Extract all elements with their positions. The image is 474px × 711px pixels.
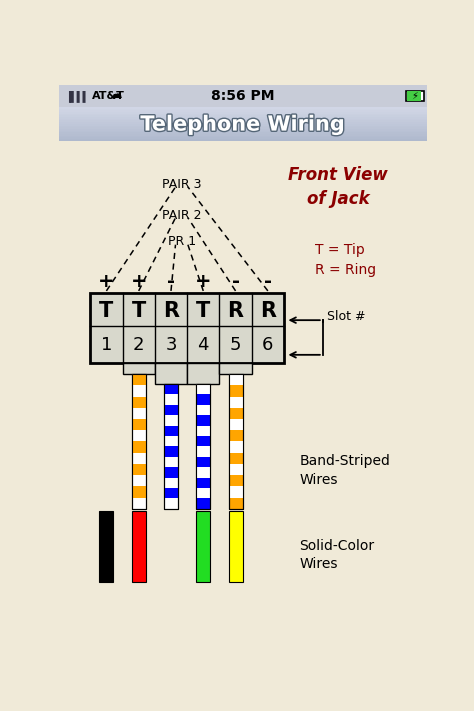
Text: R: R [228,301,244,321]
Bar [228,419,243,430]
Text: 5: 5 [230,336,241,353]
Bar [164,384,178,395]
Bar [59,136,427,138]
Bar [132,486,146,498]
Bar [196,405,210,415]
Bar [196,447,210,457]
Bar [228,397,243,407]
Bar [219,363,252,374]
Bar [164,426,178,436]
Bar [59,115,427,117]
Bar [155,363,187,384]
Bar [228,374,243,385]
Text: 4: 4 [198,336,209,353]
Bar [59,139,427,141]
Bar [59,107,427,109]
Bar [196,384,210,509]
Bar [132,397,146,407]
Bar [132,464,146,475]
Text: ⚡: ⚡ [411,91,418,101]
Text: -: - [167,272,175,292]
Text: +: + [98,272,115,292]
Bar [187,363,219,384]
Text: ▐▌▌▌: ▐▌▌▌ [65,90,89,102]
Bar [228,486,243,498]
Text: 1: 1 [100,336,112,353]
Text: -: - [232,272,239,292]
Bar [59,132,427,134]
Bar [196,488,210,498]
Bar [59,122,427,124]
Bar [59,124,427,126]
Bar [228,442,243,453]
Text: PR 1: PR 1 [168,235,196,248]
Text: Front View
of Jack: Front View of Jack [288,166,388,208]
Bar [228,374,243,509]
Bar [196,384,210,509]
Text: +: + [195,272,211,292]
Text: T: T [99,301,113,321]
Text: +: + [130,272,147,292]
Text: PAIR 3: PAIR 3 [162,178,201,191]
Bar [132,374,146,509]
Bar [59,110,427,112]
Text: R: R [260,301,276,321]
Text: T = Tip
R = Ring: T = Tip R = Ring [315,243,376,277]
Bar [59,114,427,116]
Bar [59,131,427,133]
Bar [59,141,427,633]
Text: 2: 2 [133,336,145,353]
Bar [59,127,427,129]
Bar [164,467,178,478]
Bar [132,374,146,385]
Bar [59,120,427,122]
Text: Telephone Wiring: Telephone Wiring [140,114,346,134]
Bar [132,442,146,453]
Bar [164,405,178,415]
Text: 8:56 PM: 8:56 PM [211,89,274,103]
Text: -: - [264,272,272,292]
Text: Slot #: Slot # [327,310,365,323]
Bar [228,511,243,582]
Bar [59,112,427,114]
Bar [59,126,427,127]
Bar [196,467,210,478]
Text: AT&T: AT&T [92,91,125,101]
Bar [196,384,210,395]
Text: T: T [132,301,146,321]
Bar [164,384,178,509]
Bar [59,137,427,139]
Bar [59,85,427,107]
Text: R: R [163,301,179,321]
Text: PAIR 2: PAIR 2 [162,208,201,222]
Bar [196,511,210,582]
Text: 3: 3 [165,336,177,353]
Bar [228,464,243,475]
Bar [59,109,427,111]
Bar [132,374,146,509]
Bar [59,134,427,136]
Bar [100,511,113,582]
Bar [196,426,210,436]
Bar [164,384,178,509]
Bar [59,117,427,119]
Bar [132,511,146,582]
Bar [132,419,146,430]
Text: Band-Striped
Wires: Band-Striped Wires [300,454,391,486]
Bar [123,363,155,374]
Bar [406,91,423,102]
Bar [228,374,243,509]
Bar [164,488,178,498]
Text: ☁: ☁ [109,88,122,101]
Text: T: T [196,301,210,321]
Bar [59,119,427,121]
Bar [59,129,427,131]
Bar [164,447,178,457]
Bar [407,92,421,101]
Bar [90,293,284,363]
Text: 6: 6 [262,336,273,353]
Text: Solid-Color
Wires: Solid-Color Wires [300,539,374,571]
